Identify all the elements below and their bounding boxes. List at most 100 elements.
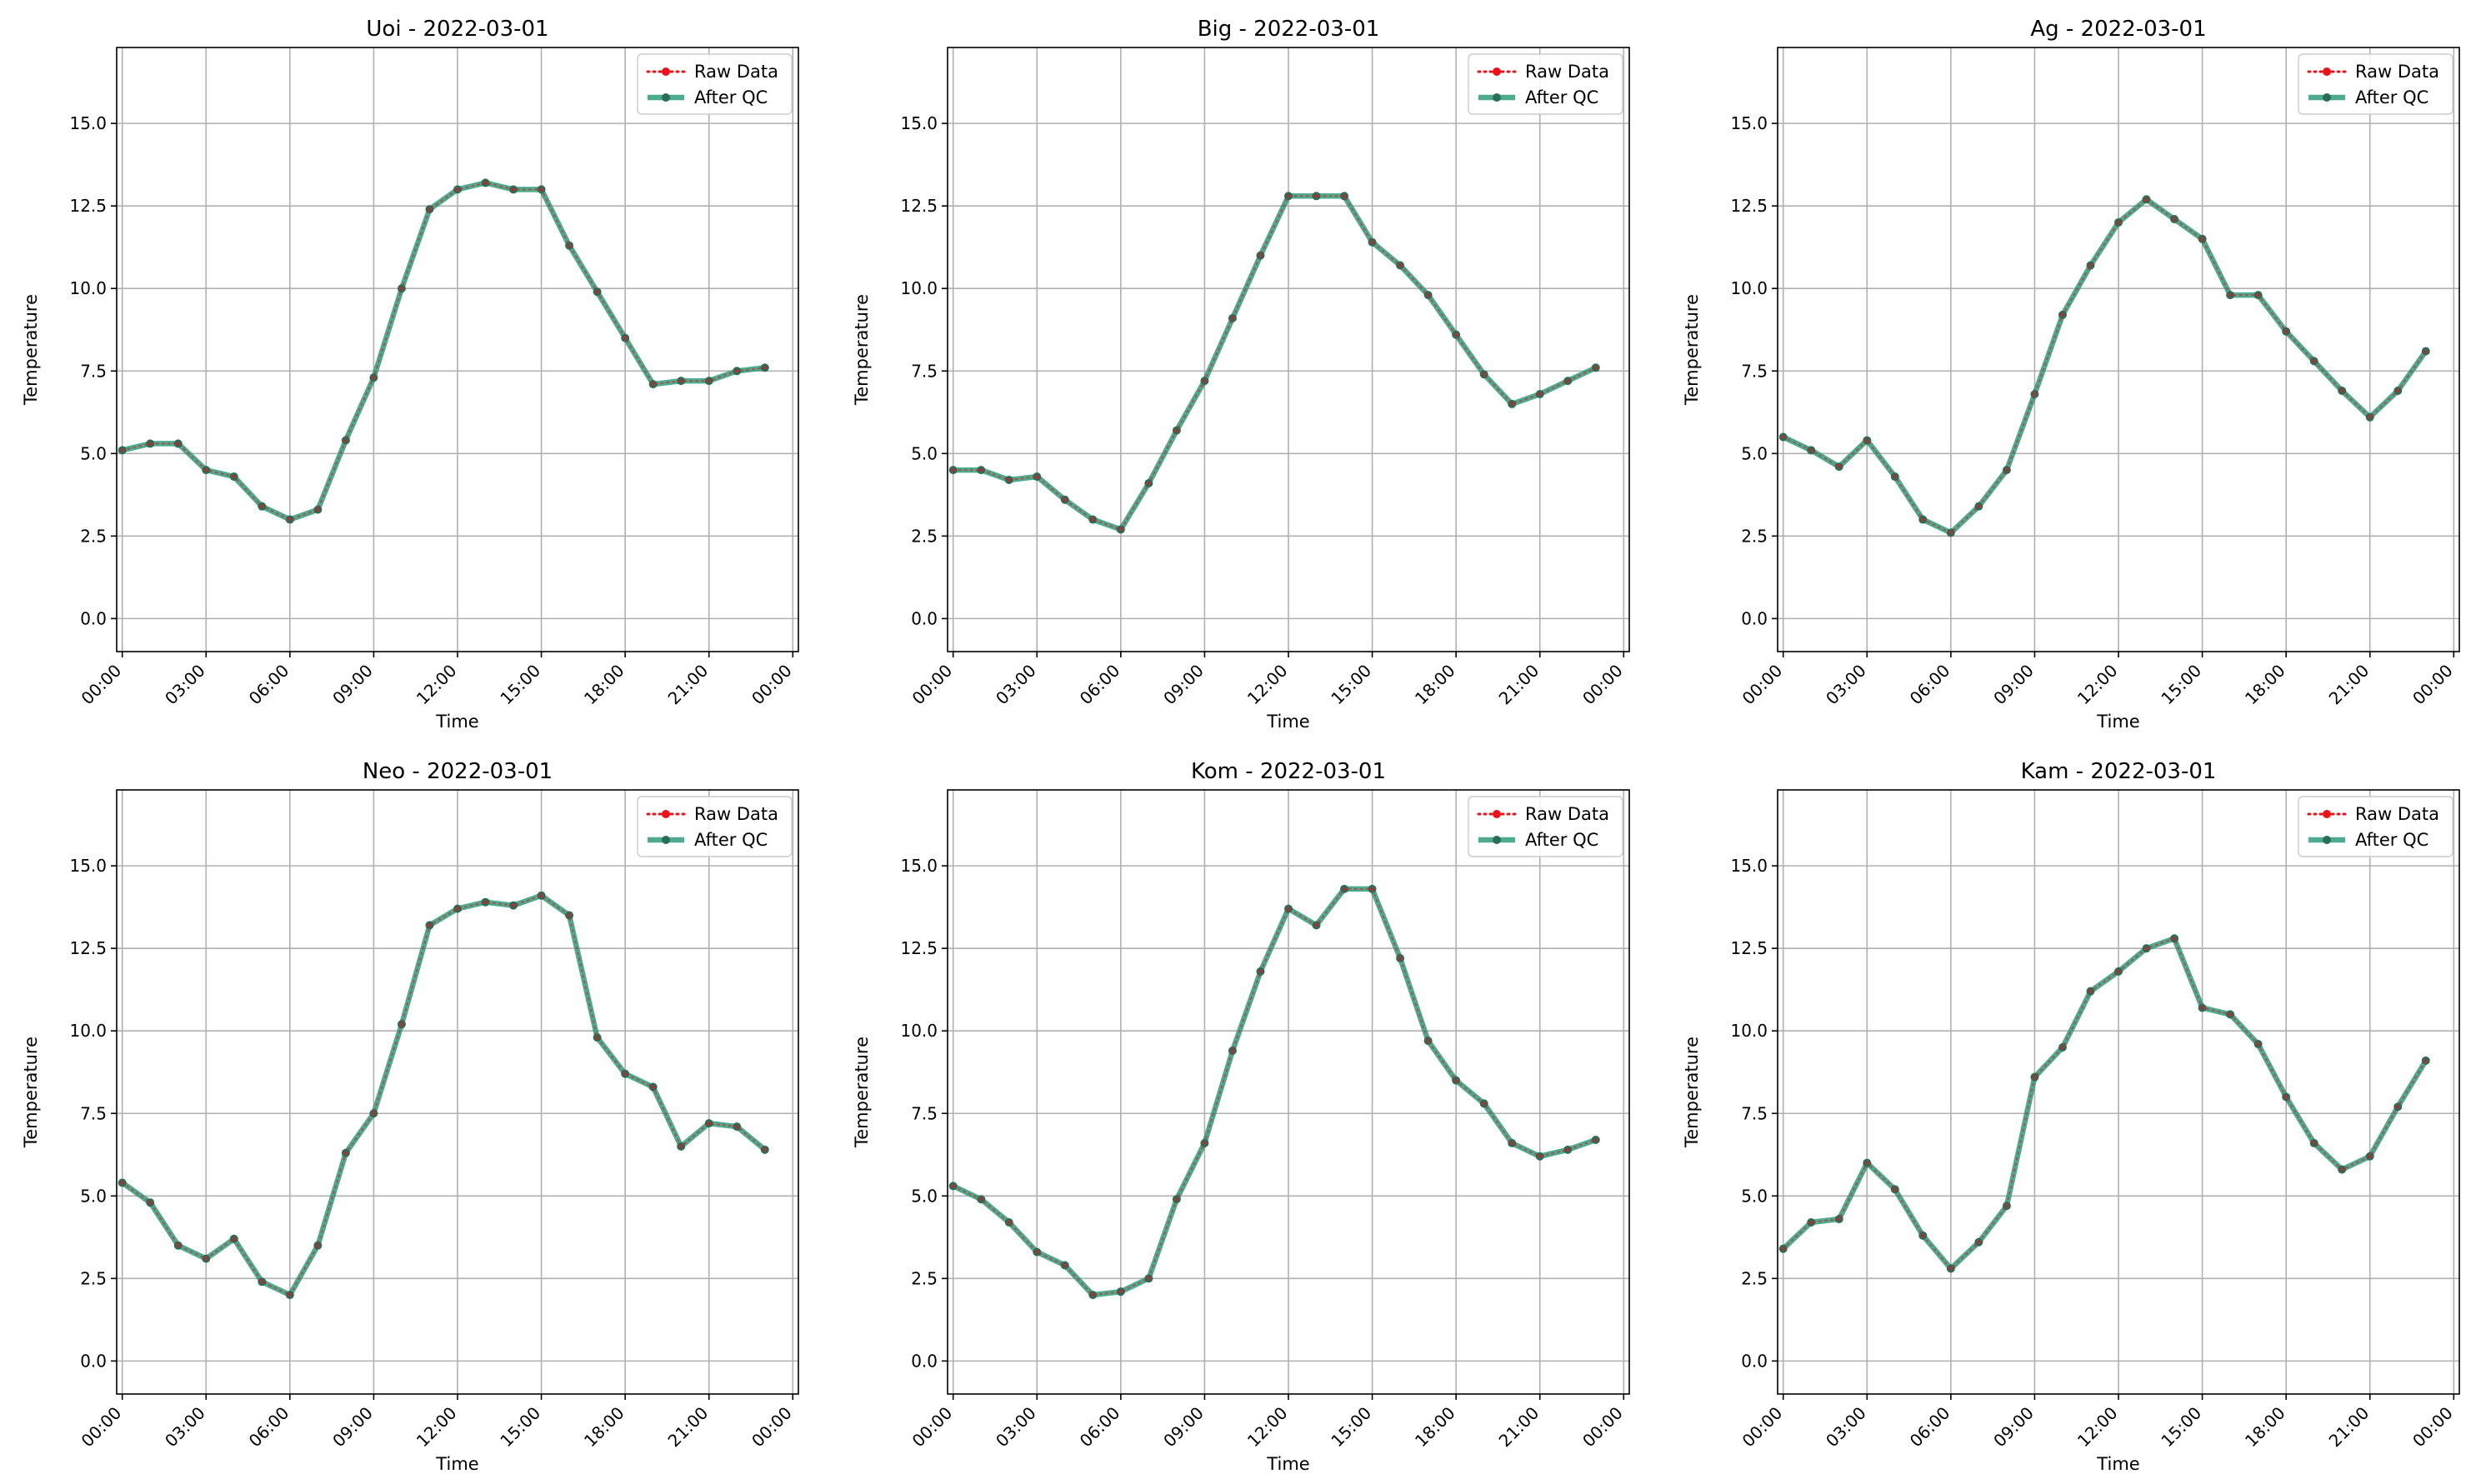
- data-point-raw-data: [1808, 447, 1814, 453]
- data-point-raw-data: [2116, 219, 2121, 225]
- y-tick-label: 15.0: [900, 113, 938, 133]
- data-point-raw-data: [148, 1200, 153, 1206]
- y-tick-label: 2.5: [911, 1268, 938, 1288]
- y-axis-label: Temperature: [21, 1037, 41, 1148]
- data-point-raw-data: [1146, 480, 1152, 486]
- data-point-raw-data: [538, 187, 544, 192]
- data-point-raw-data: [1398, 956, 1403, 962]
- data-point-raw-data: [1258, 252, 1263, 258]
- x-tick-label: 15:00: [1327, 661, 1375, 709]
- y-tick-label: 15.0: [1730, 113, 1768, 133]
- data-point-raw-data: [455, 187, 460, 192]
- data-point-raw-data: [1313, 922, 1319, 928]
- legend-marker-after-qc: [1493, 836, 1501, 844]
- data-point-raw-data: [1836, 1217, 1842, 1222]
- data-point-raw-data: [2255, 292, 2261, 298]
- x-tick-label: 12:00: [413, 1403, 461, 1452]
- data-point-raw-data: [427, 922, 433, 928]
- chart-title: Ag - 2022-03-01: [2030, 17, 2206, 42]
- data-point-raw-data: [734, 368, 740, 374]
- x-tick-label: 12:00: [2073, 661, 2122, 709]
- data-point-raw-data: [1453, 1077, 1459, 1083]
- x-tick-label: 00:00: [1738, 1403, 1787, 1452]
- data-point-raw-data: [371, 1111, 377, 1117]
- y-tick-label: 2.5: [80, 1268, 107, 1288]
- data-point-raw-data: [1780, 1246, 1786, 1252]
- x-tick-label: 03:00: [992, 1403, 1040, 1452]
- y-tick-label: 5.0: [80, 443, 107, 463]
- x-tick-label: 03:00: [992, 661, 1040, 709]
- data-point-raw-data: [1920, 1232, 1926, 1238]
- data-point-raw-data: [594, 289, 600, 295]
- data-point-raw-data: [1565, 378, 1571, 384]
- data-point-raw-data: [1892, 1187, 1898, 1192]
- y-axis-label: Temperature: [1682, 294, 1702, 406]
- data-point-raw-data: [1836, 464, 1842, 470]
- data-point-raw-data: [2339, 1167, 2345, 1172]
- x-tick-label: 09:00: [1159, 661, 1208, 709]
- legend: Raw Data After QC: [2298, 53, 2453, 115]
- x-tick-label: 09:00: [328, 661, 377, 709]
- x-tick-label: 21:00: [2325, 1403, 2373, 1452]
- data-point-raw-data: [2199, 236, 2205, 242]
- data-point-raw-data: [1369, 239, 1375, 245]
- chart-title: Uoi - 2022-03-01: [366, 17, 548, 42]
- y-tick-label: 15.0: [1730, 856, 1768, 876]
- data-point-raw-data: [978, 1197, 984, 1202]
- data-point-raw-data: [371, 375, 377, 381]
- x-tick-label: 03:00: [161, 1403, 209, 1452]
- legend-marker-after-qc: [662, 836, 670, 844]
- data-point-after-qc: [509, 901, 518, 910]
- y-tick-label: 12.5: [69, 938, 107, 958]
- data-point-raw-data: [2255, 1042, 2261, 1047]
- y-tick-label: 10.0: [900, 1021, 938, 1041]
- x-tick-label: 09:00: [1989, 661, 2038, 709]
- data-point-raw-data: [2172, 936, 2178, 942]
- x-tick-label: 06:00: [1076, 661, 1124, 709]
- data-point-raw-data: [175, 441, 181, 447]
- data-point-raw-data: [594, 1035, 600, 1041]
- data-point-raw-data: [2228, 292, 2233, 298]
- data-point-raw-data: [650, 382, 656, 387]
- legend-marker-after-qc: [662, 93, 670, 102]
- plot-frame: [1777, 47, 2460, 652]
- data-point-raw-data: [1258, 968, 1263, 974]
- legend-label-raw-data: Raw Data: [1525, 62, 1609, 82]
- y-tick-label: 7.5: [80, 361, 107, 381]
- x-tick-label: 15:00: [2157, 1403, 2205, 1452]
- data-point-raw-data: [2088, 262, 2093, 268]
- legend-label-after-qc: After QC: [694, 830, 768, 850]
- data-point-raw-data: [762, 1147, 768, 1152]
- y-tick-label: 15.0: [69, 113, 107, 133]
- legend-marker-after-qc: [1493, 93, 1501, 102]
- data-point-raw-data: [2283, 328, 2289, 334]
- x-tick-label: 06:00: [1906, 661, 1954, 709]
- y-tick-label: 5.0: [80, 1186, 107, 1206]
- y-tick-label: 2.5: [1741, 526, 1768, 546]
- x-tick-label: 03:00: [1822, 661, 1870, 709]
- x-tick-label: 18:00: [1411, 661, 1459, 709]
- data-point-after-qc: [977, 466, 986, 475]
- data-point-raw-data: [2003, 1203, 2009, 1209]
- data-point-raw-data: [1342, 193, 1348, 199]
- data-point-raw-data: [2003, 467, 2009, 473]
- data-point-raw-data: [1034, 1249, 1040, 1255]
- x-tick-label: 00:00: [2408, 661, 2457, 709]
- data-point-after-qc: [481, 897, 490, 907]
- series-line-raw-data: [121, 182, 766, 521]
- series-line-raw-data: [952, 887, 1597, 1297]
- chart-title: Neo - 2022-03-01: [363, 759, 553, 784]
- x-tick-label: 12:00: [2073, 1403, 2122, 1452]
- data-point-raw-data: [315, 1242, 321, 1248]
- data-point-raw-data: [427, 207, 433, 212]
- data-point-raw-data: [1537, 1153, 1543, 1159]
- x-tick-label: 06:00: [1906, 1403, 1954, 1452]
- data-point-raw-data: [1118, 1289, 1123, 1295]
- data-point-raw-data: [2228, 1012, 2233, 1017]
- y-tick-label: 0.0: [1741, 1351, 1768, 1371]
- x-tick-label: 09:00: [328, 1403, 377, 1452]
- data-point-raw-data: [2143, 197, 2149, 202]
- data-point-raw-data: [1062, 497, 1068, 502]
- data-point-raw-data: [1481, 372, 1487, 377]
- y-axis-label: Temperature: [21, 294, 41, 406]
